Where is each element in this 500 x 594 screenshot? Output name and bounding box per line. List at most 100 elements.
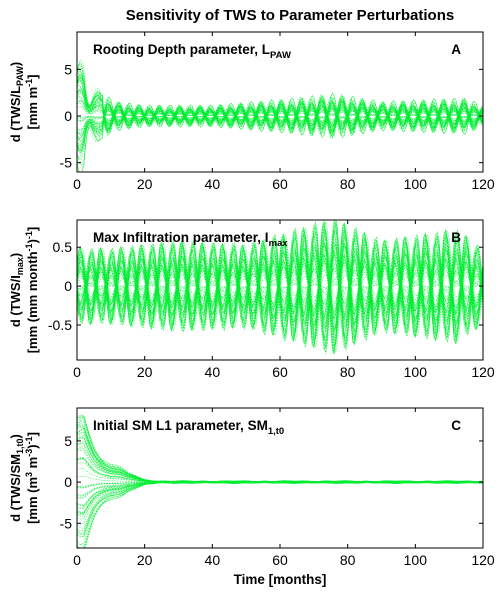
y-axis-label-line2: [mm m-1] (24, 75, 40, 130)
series-line (77, 79, 483, 133)
panel-letter: B (451, 230, 461, 245)
y-axis-label-line1: d (TWS/Imax) (8, 253, 25, 327)
series-line (77, 84, 483, 132)
series-line (77, 241, 483, 330)
series-line (77, 64, 483, 139)
series-line (77, 482, 483, 513)
series-line (77, 482, 483, 537)
series-line (77, 482, 483, 538)
y-tick-label: 0 (64, 108, 72, 124)
series-line (77, 434, 483, 483)
figure-title: Sensitivity of TWS to Parameter Perturba… (126, 7, 454, 24)
y-tick-label: -0.5 (48, 317, 72, 333)
series-line (77, 482, 483, 548)
series-line (77, 482, 483, 536)
series-line (77, 260, 483, 313)
panel-b: 0 20 40 60 80 100 120 -0.5 0 0.5 Max Infiltration … (8, 219, 495, 380)
panel-letter: C (451, 418, 461, 433)
series-line (77, 476, 483, 483)
series-line (77, 77, 483, 132)
series-group (77, 414, 483, 548)
series-line (77, 220, 483, 351)
panel-title: Initial SM L1 parameter, SM1,t0 (93, 418, 284, 437)
series-line (77, 101, 483, 152)
series-line (77, 251, 483, 320)
y-axis-label-line2: [mm (m3 m-3)-1] (24, 432, 40, 524)
series-line (77, 68, 483, 137)
series-line (77, 481, 483, 514)
y-tick-label: 5 (64, 433, 72, 449)
series-line (77, 102, 483, 123)
series-line (77, 432, 483, 483)
series-line (77, 91, 483, 126)
series-line (77, 458, 483, 483)
series-line (77, 106, 483, 121)
series-line (77, 100, 483, 123)
y-tick-label: 0 (64, 474, 72, 490)
series-line (77, 102, 483, 146)
series-line (77, 482, 483, 548)
series-line (77, 482, 483, 535)
y-tick-label: -5 (60, 515, 73, 531)
panel-c: 0 20 40 60 80 100 120 -5 0 5 Initial SM L1 paramet… (8, 407, 495, 587)
x-tick-label: 60 (272, 176, 288, 192)
series-line (77, 95, 483, 159)
x-tick-label: 0 (73, 176, 81, 192)
x-tick-label: 120 (471, 552, 495, 568)
series-line (77, 97, 483, 166)
series-line (77, 437, 483, 483)
series-line (77, 281, 483, 291)
x-tick-label: 100 (404, 176, 428, 192)
y-axis-label-line1: d (TWS/SM1,t0) (8, 434, 25, 522)
series-line (77, 437, 483, 483)
series-line (77, 429, 483, 482)
x-tick-label: 20 (137, 176, 153, 192)
x-tick-label: 40 (205, 176, 221, 192)
series-line (77, 481, 483, 514)
series-line (77, 442, 483, 483)
x-tick-label: 20 (137, 552, 153, 568)
series-line (77, 99, 483, 124)
x-tick-label: 100 (404, 364, 428, 380)
series-line (77, 440, 483, 483)
x-tick-label: 0 (73, 364, 81, 380)
series-group (77, 220, 483, 355)
x-tick-label: 80 (340, 364, 356, 380)
series-line (77, 443, 483, 483)
x-tick-label: 60 (272, 552, 288, 568)
series-line (77, 59, 483, 138)
x-tick-label: 40 (205, 364, 221, 380)
series-line (77, 431, 483, 483)
y-tick-label: 5 (64, 61, 72, 77)
x-tick-label: 0 (73, 552, 81, 568)
x-tick-label: 40 (205, 552, 221, 568)
panel-title: Rooting Depth parameter, LPAW (93, 42, 291, 61)
series-line (77, 250, 483, 321)
series-line (77, 225, 483, 350)
series-line (77, 437, 483, 482)
y-tick-label: 0 (64, 278, 72, 294)
x-tick-label: 120 (471, 364, 495, 380)
series-line (77, 90, 483, 127)
x-tick-label: 80 (340, 552, 356, 568)
series-line (77, 105, 483, 145)
panel-title: Max Infiltration parameter, Imax (93, 230, 288, 249)
x-tick-label: 100 (404, 552, 428, 568)
x-tick-label: 20 (137, 364, 153, 380)
series-line (77, 482, 483, 534)
series-line (77, 254, 483, 320)
series-group (77, 59, 483, 172)
series-line (77, 482, 483, 548)
series-line (77, 481, 483, 514)
y-tick-label: 0.5 (53, 239, 73, 255)
x-tick-label: 120 (471, 176, 495, 192)
series-line (77, 481, 483, 529)
y-tick-label: -5 (60, 155, 73, 171)
series-line (77, 482, 483, 545)
series-line (77, 482, 483, 547)
series-line (77, 278, 483, 294)
series-line (77, 482, 483, 548)
